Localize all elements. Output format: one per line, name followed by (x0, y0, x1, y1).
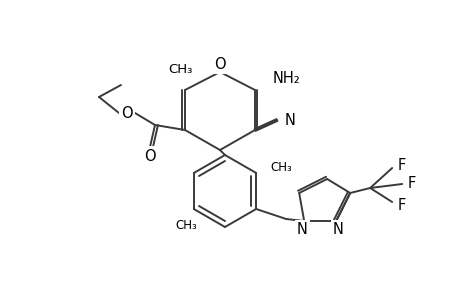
Text: F: F (396, 197, 404, 212)
Text: CH₃: CH₃ (168, 63, 192, 76)
Text: CH₃: CH₃ (174, 219, 196, 232)
Text: NH₂: NH₂ (272, 70, 300, 86)
Text: N: N (332, 223, 343, 238)
Text: O: O (214, 56, 225, 71)
Text: F: F (406, 176, 414, 191)
Text: F: F (396, 158, 404, 172)
Text: N: N (296, 223, 307, 238)
Text: O: O (144, 148, 156, 164)
Text: N: N (285, 112, 295, 128)
Text: CH₃: CH₃ (269, 160, 291, 173)
Text: O: O (121, 106, 133, 121)
